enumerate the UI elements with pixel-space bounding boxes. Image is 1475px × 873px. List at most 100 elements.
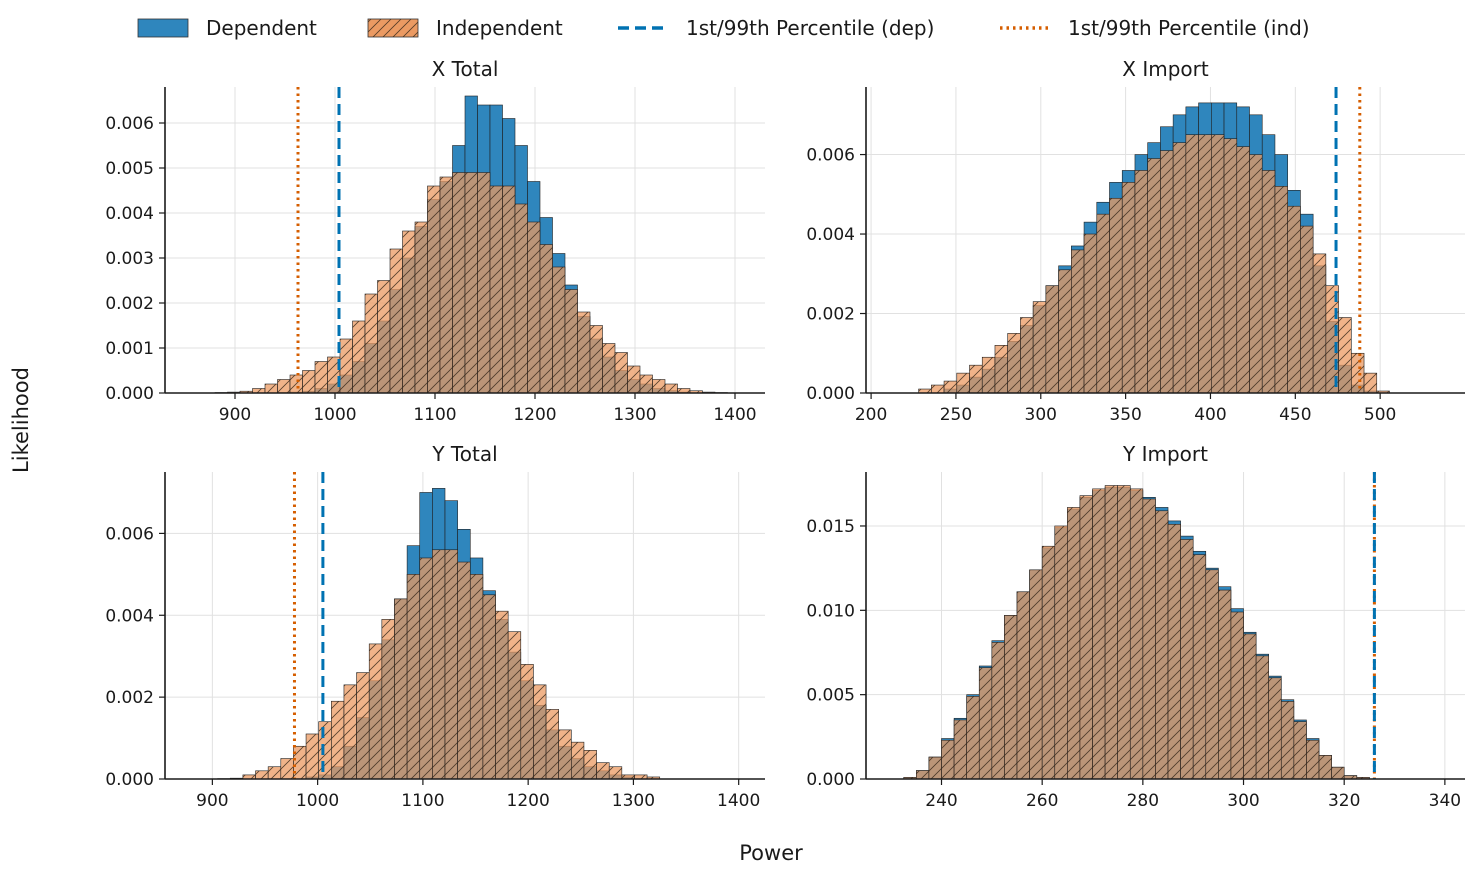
independent-bar-hatch bbox=[1092, 488, 1106, 779]
independent-bar-hatch bbox=[327, 357, 340, 393]
independent-bar-hatch bbox=[1020, 317, 1034, 393]
independent-bar-hatch bbox=[916, 770, 929, 779]
y-tick-label: 0.002 bbox=[105, 294, 154, 314]
independent-bar-hatch bbox=[1071, 249, 1085, 393]
independent-bar-hatch bbox=[1193, 554, 1206, 779]
independent-bar-hatch bbox=[1084, 234, 1097, 393]
x-tick-label: 250 bbox=[940, 405, 972, 425]
independent-bar-hatch bbox=[1042, 546, 1055, 779]
independent-bar-hatch bbox=[343, 684, 357, 779]
legend-item: 1st/99th Percentile (ind) bbox=[1000, 16, 1310, 40]
independent-bar-hatch bbox=[369, 643, 382, 779]
independent-bar-hatch bbox=[1054, 525, 1068, 779]
y-tick-label: 0.002 bbox=[806, 305, 855, 325]
independent-bar-hatch bbox=[621, 774, 635, 779]
independent-bar-hatch bbox=[1376, 391, 1390, 393]
independent-bar-hatch bbox=[252, 388, 265, 393]
independent-bar-hatch bbox=[1313, 253, 1326, 393]
independent-bar-hatch bbox=[356, 672, 370, 779]
x-tick-label: 320 bbox=[1328, 791, 1360, 811]
independent-bar-hatch bbox=[1211, 134, 1225, 394]
independent-bar-hatch bbox=[1319, 755, 1332, 779]
independent-bar-hatch bbox=[1344, 775, 1357, 779]
independent-bar-hatch bbox=[1262, 170, 1275, 393]
x-tick-label: 1100 bbox=[413, 405, 456, 425]
independent-bar-hatch bbox=[1300, 226, 1314, 393]
independent-bar-hatch bbox=[1173, 142, 1186, 393]
x-tick-label: 260 bbox=[1026, 791, 1058, 811]
independent-bar-hatch bbox=[390, 249, 403, 393]
independent-bar-hatch bbox=[1134, 170, 1148, 393]
independent-bar-hatch bbox=[1224, 138, 1237, 393]
x-tick-label: 1300 bbox=[612, 791, 655, 811]
independent-series bbox=[918, 134, 1390, 394]
independent-bar-hatch bbox=[1230, 612, 1244, 779]
independent-bar-hatch bbox=[1045, 285, 1059, 393]
chart-panel: 200 250 300 350 400 450 500 0.000 0.002 0.004 0.00… bbox=[806, 57, 1465, 425]
independent-bar-hatch bbox=[1293, 721, 1307, 779]
x-tick-label: 900 bbox=[219, 405, 251, 425]
independent-bar-hatch bbox=[255, 770, 269, 779]
independent-bar-hatch bbox=[427, 186, 440, 393]
independent-bar-hatch bbox=[1287, 206, 1301, 393]
x-tick-label: 240 bbox=[925, 791, 957, 811]
x-tick-label: 340 bbox=[1429, 791, 1461, 811]
independent-bar-hatch bbox=[1130, 488, 1143, 779]
independent-bar-hatch bbox=[1117, 485, 1131, 779]
independent-bar-hatch bbox=[1029, 569, 1043, 779]
independent-bar-hatch bbox=[465, 172, 478, 393]
independent-bar-hatch bbox=[242, 774, 256, 779]
independent-bar-hatch bbox=[546, 709, 559, 779]
independent-bar-hatch bbox=[1198, 134, 1212, 394]
y-tick-label: 0.001 bbox=[105, 339, 154, 359]
independent-bar-hatch bbox=[265, 384, 278, 393]
independent-bar-hatch bbox=[647, 776, 660, 779]
chart-title: X Import bbox=[1122, 57, 1209, 81]
independent-bar-hatch bbox=[931, 385, 945, 393]
independent-bar-hatch bbox=[415, 222, 428, 393]
independent-bar-hatch bbox=[994, 345, 1008, 393]
independent-bar-hatch bbox=[482, 594, 496, 779]
y-axis-label: Likelihood bbox=[9, 367, 33, 473]
independent-bar-hatch bbox=[1274, 186, 1288, 393]
chart-title: X Total bbox=[432, 57, 499, 81]
y-tick-label: 0.004 bbox=[806, 225, 855, 245]
independent-bar-hatch bbox=[1243, 633, 1257, 779]
independent-bar-hatch bbox=[1249, 154, 1263, 393]
legend-label: 1st/99th Percentile (dep) bbox=[686, 16, 934, 40]
independent-series bbox=[903, 485, 1370, 780]
independent-bar-hatch bbox=[240, 391, 253, 393]
independent-bar-hatch bbox=[331, 701, 344, 779]
y-tick-label: 0.006 bbox=[105, 524, 154, 544]
independent-bar-hatch bbox=[1236, 146, 1250, 393]
independent-bar-hatch bbox=[1096, 214, 1110, 393]
independent-bar-hatch bbox=[1364, 373, 1377, 393]
independent-bar-hatch bbox=[1142, 498, 1156, 779]
independent-bar-hatch bbox=[565, 289, 578, 393]
independent-bar-hatch bbox=[1004, 615, 1018, 779]
independent-bar-hatch bbox=[520, 664, 534, 779]
panels: 900 1000 1100 1200 1300 1400 0.000 0.001 0.002 0.… bbox=[105, 57, 1465, 811]
independent-bar-hatch bbox=[1356, 777, 1370, 779]
independent-bar-hatch bbox=[1033, 301, 1046, 393]
independent-bar-hatch bbox=[340, 339, 353, 393]
independent-bar-hatch bbox=[590, 325, 603, 393]
independent-bar-hatch bbox=[1281, 701, 1294, 779]
independent-bar-hatch bbox=[377, 280, 390, 393]
independent-series bbox=[214, 172, 728, 394]
independent-bar-hatch bbox=[627, 366, 640, 393]
y-tick-label: 0.006 bbox=[806, 146, 855, 166]
independent-bar-hatch bbox=[609, 766, 622, 779]
independent-bar-hatch bbox=[552, 267, 565, 393]
chart-title: Y Import bbox=[1122, 442, 1208, 466]
legend-label: Dependent bbox=[206, 16, 317, 40]
x-tick-label: 1000 bbox=[313, 405, 356, 425]
independent-bar-hatch bbox=[918, 389, 932, 393]
y-tick-label: 0.005 bbox=[105, 159, 154, 179]
independent-bar-hatch bbox=[452, 172, 465, 393]
independent-bar-hatch bbox=[1168, 524, 1181, 779]
independent-bar-hatch bbox=[1306, 740, 1320, 779]
independent-bar-hatch bbox=[394, 598, 408, 779]
x-tick-label: 300 bbox=[1227, 791, 1259, 811]
chart-panel: 900 1000 1100 1200 1300 1400 0.000 0.001 0.002 0.… bbox=[105, 57, 765, 425]
